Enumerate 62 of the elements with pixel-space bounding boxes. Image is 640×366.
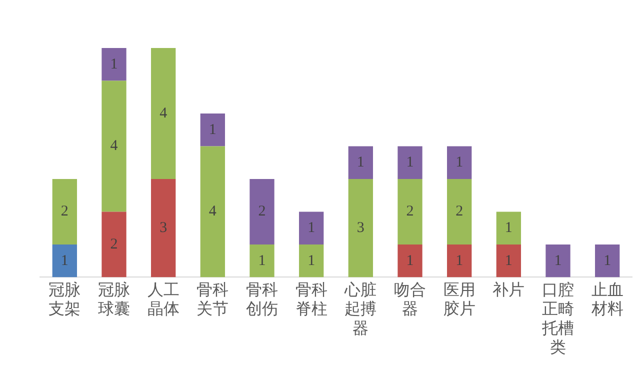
bar (250, 244, 274, 278)
bar (102, 48, 126, 81)
bar (52, 244, 77, 278)
x-tick-label: 口腔正畸托槽类 (541, 281, 574, 357)
bar (200, 113, 225, 146)
x-tick-label: 骨科脊柱 (295, 281, 328, 318)
bar (398, 244, 422, 278)
data-label: 2 (60, 204, 68, 220)
data-label: 1 (308, 220, 316, 236)
data-label: 4 (110, 138, 118, 154)
x-tick-label: 医用胶片 (443, 282, 476, 318)
data-label: 1 (406, 154, 414, 171)
bar (299, 212, 324, 244)
bar (250, 178, 274, 244)
data-label: 1 (60, 252, 68, 269)
data-label: 3 (160, 220, 168, 236)
data-label: 4 (208, 204, 217, 220)
data-label: 3 (356, 220, 364, 236)
data-label: 1 (308, 252, 316, 269)
x-tick-label: 骨科创伤 (246, 281, 278, 318)
bar (52, 178, 77, 244)
data-label: 1 (456, 154, 464, 171)
bar (398, 146, 422, 179)
bar (447, 178, 472, 244)
data-label: 2 (110, 236, 118, 252)
bar (348, 178, 373, 278)
bar (546, 244, 570, 278)
data-label: 1 (554, 252, 562, 269)
x-tick-label: 补片 (492, 281, 525, 300)
data-label: 4 (160, 105, 168, 122)
x-tick-label: 止血材料 (590, 281, 624, 318)
data-label: 1 (504, 252, 512, 269)
bar (299, 244, 324, 278)
bar (102, 212, 126, 278)
data-label: 1 (604, 252, 612, 269)
x-tick-label: 人工晶体 (147, 282, 180, 318)
bar (447, 244, 472, 278)
data-label: 1 (356, 154, 364, 171)
bar (151, 178, 176, 278)
bar (595, 244, 620, 278)
data-label: 2 (406, 204, 414, 220)
bar (496, 244, 521, 278)
data-label: 2 (258, 204, 266, 220)
data-label: 1 (456, 252, 464, 269)
x-tick-label: 冠脉支架 (48, 281, 81, 318)
data-label: 1 (258, 252, 266, 269)
data-label: 1 (504, 220, 512, 236)
bar (496, 212, 521, 244)
x-tick-label: 心脏起搏器 (344, 281, 377, 338)
x-tick-label: 吻合器 (394, 281, 426, 318)
x-tick-label: 冠脉球囊 (98, 281, 130, 318)
x-tick-label: 骨科关节 (196, 281, 229, 318)
bar (151, 48, 176, 179)
bar (447, 146, 472, 179)
bar (200, 146, 225, 278)
data-label: 1 (208, 122, 216, 138)
bar (348, 146, 373, 179)
data-label: 1 (110, 56, 118, 72)
bar (398, 178, 422, 244)
bar (102, 80, 126, 212)
data-label: 2 (456, 204, 464, 220)
data-label: 1 (406, 252, 414, 269)
